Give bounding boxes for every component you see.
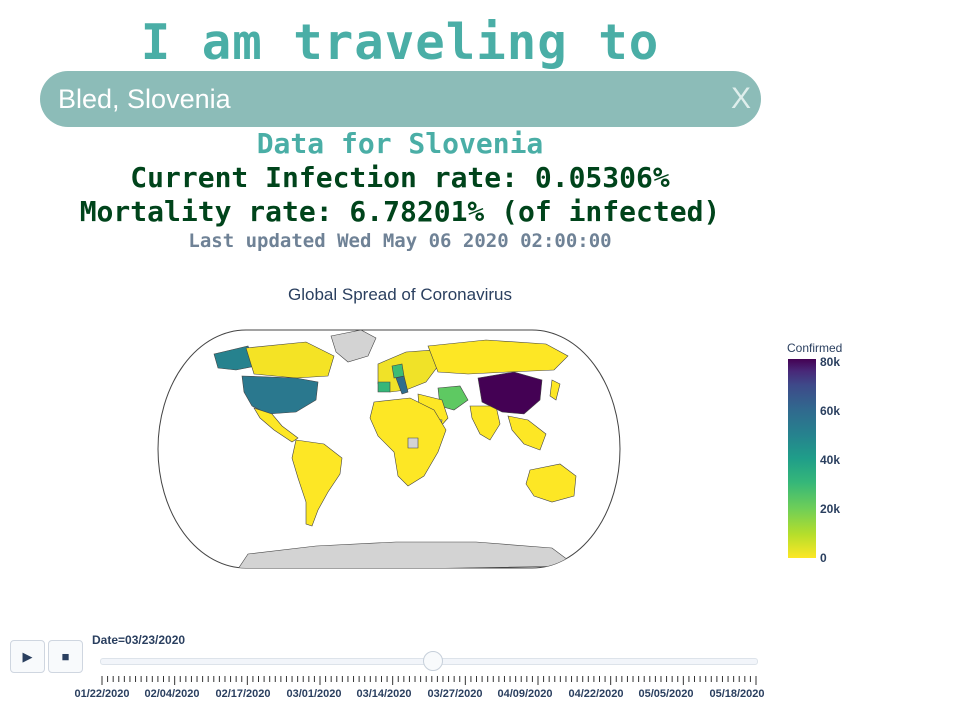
slider-date-tick: 03/27/2020 — [427, 688, 483, 700]
colorbar-tick: 40k — [820, 453, 841, 467]
region-canada — [245, 341, 335, 379]
region-japan — [549, 379, 561, 401]
colorbar-tick: 0 — [820, 551, 827, 565]
chart-title: Global Spread of Coronavirus — [288, 285, 512, 304]
page-title: I am traveling to — [140, 14, 660, 71]
region-antarctica — [235, 541, 577, 568]
slider-minor-ticks — [101, 676, 757, 685]
search-bar: X — [40, 71, 761, 127]
last-updated: Last updated Wed May 06 2020 02:00:00 — [188, 230, 612, 252]
region-africa-no-data — [407, 437, 419, 449]
slider-date-tick: 02/17/2020 — [215, 688, 271, 700]
region-china — [477, 371, 543, 415]
slider-date-tick: 03/14/2020 — [356, 688, 412, 700]
world-map[interactable] — [156, 326, 622, 572]
play-icon: ▶ — [22, 648, 33, 664]
region-southeast-asia — [507, 415, 547, 451]
slider-current-value: Date=03/23/2020 — [92, 633, 186, 647]
stop-button[interactable]: ■ — [48, 640, 83, 673]
colorbar-tick: 80k — [820, 355, 841, 369]
region-spain — [377, 381, 391, 393]
colorbar-title: Confirmed — [787, 341, 843, 355]
region-usa — [241, 375, 319, 415]
stop-icon: ■ — [61, 649, 70, 664]
slider-date-tick: 04/22/2020 — [568, 688, 624, 700]
region-south-america — [291, 439, 343, 527]
country-data-heading: Data for Slovenia — [256, 127, 544, 160]
region-germany — [391, 363, 405, 379]
slider-date-tick: 02/04/2020 — [144, 688, 200, 700]
region-central-america — [253, 407, 299, 443]
slider-date-tick: 03/01/2020 — [286, 688, 342, 700]
region-russia — [427, 339, 569, 375]
region-australia — [525, 463, 577, 503]
date-slider-handle[interactable] — [423, 651, 443, 671]
clear-search-button[interactable]: X — [730, 82, 751, 115]
destination-input[interactable] — [58, 79, 698, 119]
colorbar-tick: 20k — [820, 502, 841, 516]
slider-date-tick: 05/05/2020 — [638, 688, 694, 700]
play-button[interactable]: ▶ — [10, 640, 45, 673]
slider-date-tick: 05/18/2020 — [709, 688, 765, 700]
infection-rate: Current Infection rate: 0.05306% — [130, 161, 670, 194]
region-greenland — [330, 330, 377, 363]
colorbar-tick: 60k — [820, 404, 841, 418]
slider-date-tick: 04/09/2020 — [497, 688, 553, 700]
mortality-rate: Mortality rate: 6.78201% (of infected) — [79, 195, 721, 228]
slider-date-tick: 01/22/2020 — [74, 688, 130, 700]
colorbar — [788, 359, 816, 558]
region-alaska — [213, 345, 257, 371]
